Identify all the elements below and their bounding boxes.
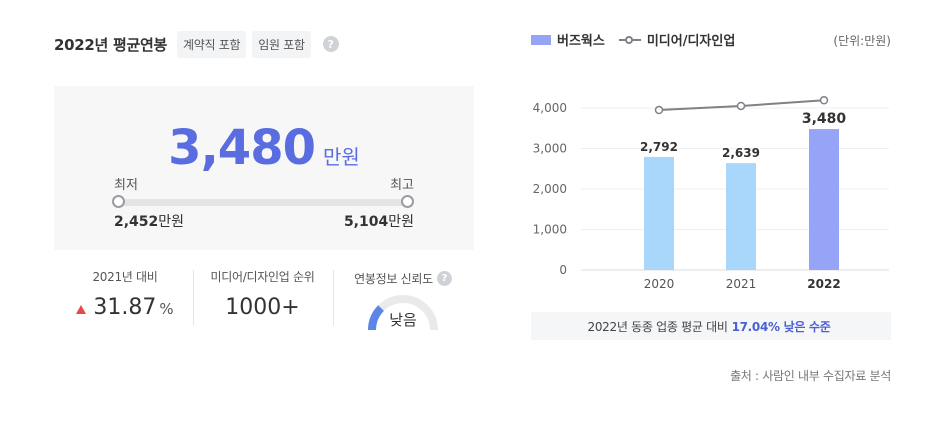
- x-tick-label: 2021: [726, 277, 757, 291]
- chart-legend: 버즈웍스 미디어/디자인업: [531, 30, 735, 49]
- max-salary-unit: 만원: [388, 214, 414, 230]
- legend-company-label: 버즈웍스: [557, 34, 605, 49]
- legend-industry-label: 미디어/디자인업: [646, 34, 736, 49]
- tag-contract-included: 계약직 포함: [176, 30, 247, 58]
- y-tick-label: 3,000: [533, 142, 567, 156]
- yoy-value: 31.87: [93, 295, 157, 320]
- range-min-knob: [112, 195, 125, 208]
- x-tick-label: 2020: [644, 277, 675, 291]
- y-tick-label: 4,000: [533, 101, 567, 115]
- bar-value-label: 2,639: [722, 146, 760, 160]
- comparison-prefix: 2022년 동종 업종 평균 대비: [587, 319, 728, 334]
- max-salary: 5,104만원: [344, 211, 414, 231]
- range-max-knob: [401, 195, 414, 208]
- stat-divider: [333, 270, 334, 326]
- source-note: 출처 : 사람인 내부 수집자료 분석: [730, 369, 891, 383]
- stat-divider: [193, 270, 194, 326]
- rank-caption: 미디어/디자인업 순위: [210, 270, 315, 284]
- industry-point: [819, 96, 829, 105]
- legend-bar-swatch: [531, 34, 551, 45]
- industry-point: [736, 101, 746, 111]
- rank-stat: 미디어/디자인업 순위 1000+: [195, 268, 330, 320]
- rank-value: 1000+: [225, 295, 300, 320]
- average-salary: 3,480 만원: [54, 120, 474, 176]
- reliability-caption-row: 연봉정보 신뢰도 ?: [354, 270, 452, 287]
- salary-range-track: [118, 199, 408, 206]
- y-tick-label: 0: [559, 263, 567, 277]
- comparison-note: 2022년 동종 업종 평균 대비 17.04% 낮은 수준: [531, 312, 891, 340]
- reliability-caption: 연봉정보 신뢰도: [354, 272, 433, 286]
- legend-line-swatch: [618, 35, 641, 45]
- x-tick-label: 2022: [807, 277, 840, 291]
- average-salary-value: 3,480: [168, 120, 316, 176]
- bar-value-label: 2,792: [640, 140, 678, 154]
- yoy-caption: 2021년 대비: [92, 270, 158, 284]
- help-icon[interactable]: ?: [322, 36, 339, 52]
- gauge-fill: [368, 305, 385, 331]
- max-label: 최고: [390, 178, 414, 193]
- salary-header: 2022년 평균연봉 계약직 포함 임원 포함 ?: [54, 30, 339, 58]
- bar-value-label: 3,480: [802, 111, 847, 127]
- salary-summary-box: 3,480 만원 최저 최고 2,452만원 5,104만원: [54, 86, 474, 250]
- tag-executive-included: 임원 포함: [252, 30, 311, 58]
- legend-industry: 미디어/디자인업: [618, 30, 736, 49]
- salary-chart: 0 1,000 2,000 3,000 4,000 2,792 2020 2,639 2021 3…: [533, 96, 889, 291]
- industry-point: [654, 105, 664, 115]
- legend-company: 버즈웍스: [531, 30, 605, 49]
- reliability-gauge: 낮음: [366, 293, 440, 331]
- up-triangle-icon: [76, 305, 87, 314]
- comparison-highlight: 17.04% 낮은 수준: [731, 319, 831, 334]
- bar-2022: [809, 129, 839, 270]
- reliability-value: 낮음: [389, 311, 417, 329]
- min-salary-value: 2,452: [114, 214, 159, 230]
- help-icon[interactable]: ?: [436, 271, 452, 286]
- yoy-value-row: 31.87 %: [60, 295, 190, 320]
- y-tick-label: 2,000: [533, 182, 567, 196]
- page-title: 2022년 평균연봉: [54, 35, 167, 54]
- yoy-unit: %: [159, 300, 174, 318]
- y-tick-label: 1,000: [533, 223, 567, 237]
- average-salary-unit: 만원: [323, 145, 360, 169]
- bar-2021: [726, 163, 756, 270]
- yoy-stat: 2021년 대비 31.87 %: [60, 268, 190, 320]
- reliability-stat: 연봉정보 신뢰도 ? 낮음: [338, 268, 468, 331]
- min-salary: 2,452만원: [114, 211, 184, 231]
- max-salary-value: 5,104: [343, 214, 389, 230]
- min-salary-unit: 만원: [158, 214, 185, 230]
- unit-note: (단위:만원): [833, 34, 891, 48]
- min-label: 최저: [114, 178, 138, 193]
- bar-2020: [644, 156, 674, 270]
